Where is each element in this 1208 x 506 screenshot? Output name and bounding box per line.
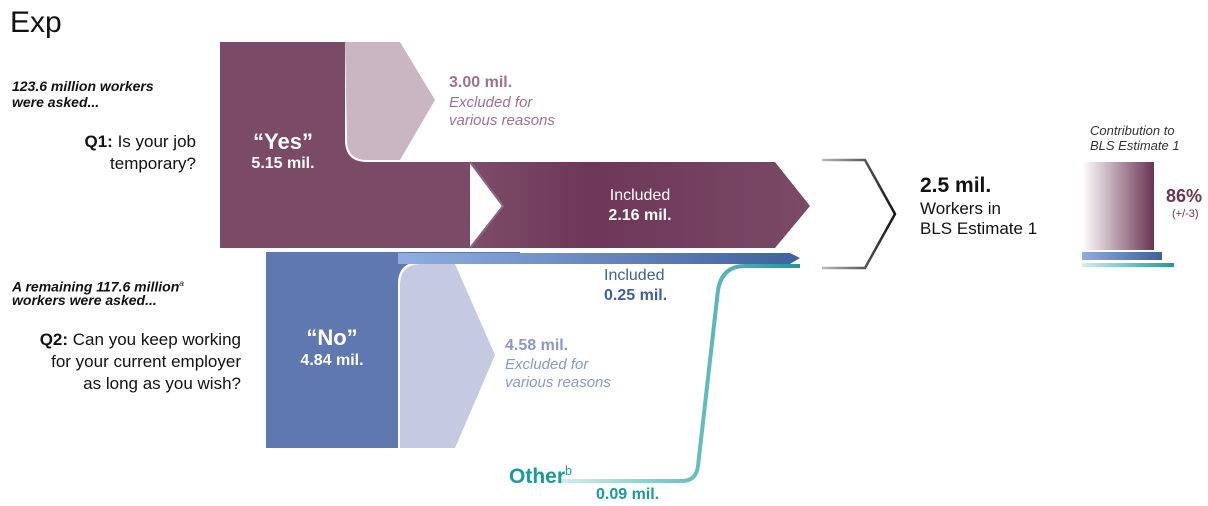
contribution-bar-blue [1082, 252, 1162, 260]
contribution-percent: 86% [1166, 186, 1203, 206]
yes-included-chevron [469, 161, 505, 249]
page-title: Exp [10, 6, 62, 39]
yes-excluded-arrow [345, 42, 435, 160]
other-value: 0.09 mil. [596, 486, 660, 503]
no-included-label: Included [604, 267, 665, 284]
no-label: “No” [306, 325, 358, 350]
contribution-title-2: BLS Estimate 1 [1090, 138, 1180, 153]
no-excluded-arrow [400, 264, 495, 448]
contribution-title-1: Contribution to [1090, 123, 1175, 138]
contribution-range: (+/-3) [1172, 208, 1199, 220]
q1-text-2: temporary? [110, 154, 196, 173]
no-excluded-value: 4.58 mil. [505, 337, 569, 354]
yes-excluded-value: 3.00 mil. [449, 74, 513, 91]
other-footnote-mark: b [565, 464, 573, 478]
yes-flow-block [220, 42, 470, 248]
yes-included-label: Included [609, 187, 671, 204]
yes-value: 5.15 mil. [251, 155, 315, 172]
yes-excluded-note-1: Excluded for [449, 94, 533, 111]
other-flow-line [560, 264, 800, 483]
no-flow-block [266, 252, 520, 448]
contribution-bar-teal [1082, 263, 1174, 267]
other-label: Otherb [509, 464, 572, 489]
no-excluded-note-1: Excluded for [505, 356, 589, 373]
yes-included-arrow [470, 162, 810, 248]
intro-line-2: were asked... [12, 94, 100, 110]
no-included-value: 0.25 mil. [604, 287, 668, 304]
contribution-bar [1082, 162, 1154, 250]
intro2-line-2: workers were asked... [12, 292, 157, 308]
q2-line-1: Q2: Can you keep working [40, 329, 241, 351]
no-excluded-note-2: various reasons [505, 374, 611, 391]
result-line-1: Workers in [920, 199, 1001, 218]
q2-text-1: Can you keep working [72, 330, 241, 349]
yes-label: “Yes” [253, 129, 313, 154]
q1-text-1: Is your job [117, 132, 196, 151]
result-line-2: BLS Estimate 1 [920, 219, 1038, 238]
q2-label: Q2: [39, 330, 69, 349]
result-value: 2.5 mil. [920, 174, 992, 197]
q1-label: Q1: [84, 132, 113, 151]
intro2-text-1: A remaining 117.6 million [12, 278, 180, 295]
q2-text-3: as long as you wish? [83, 374, 241, 393]
intro2-footnote-mark: a [179, 278, 184, 288]
no-included-arrow [398, 253, 800, 264]
yes-included-value: 2.16 mil. [608, 207, 672, 224]
intro-line-1: 123.6 million workers [12, 78, 154, 94]
intro2-line-1: A remaining 117.6 milliona [12, 275, 184, 295]
other-text: Other [509, 465, 566, 488]
q1-line-1: Q1: Is your job [84, 131, 196, 153]
no-value: 4.84 mil. [300, 352, 364, 369]
result-bracket [822, 158, 897, 270]
yes-excluded-note-2: various reasons [449, 112, 555, 129]
q2-text-2: for your current employer [51, 352, 241, 371]
